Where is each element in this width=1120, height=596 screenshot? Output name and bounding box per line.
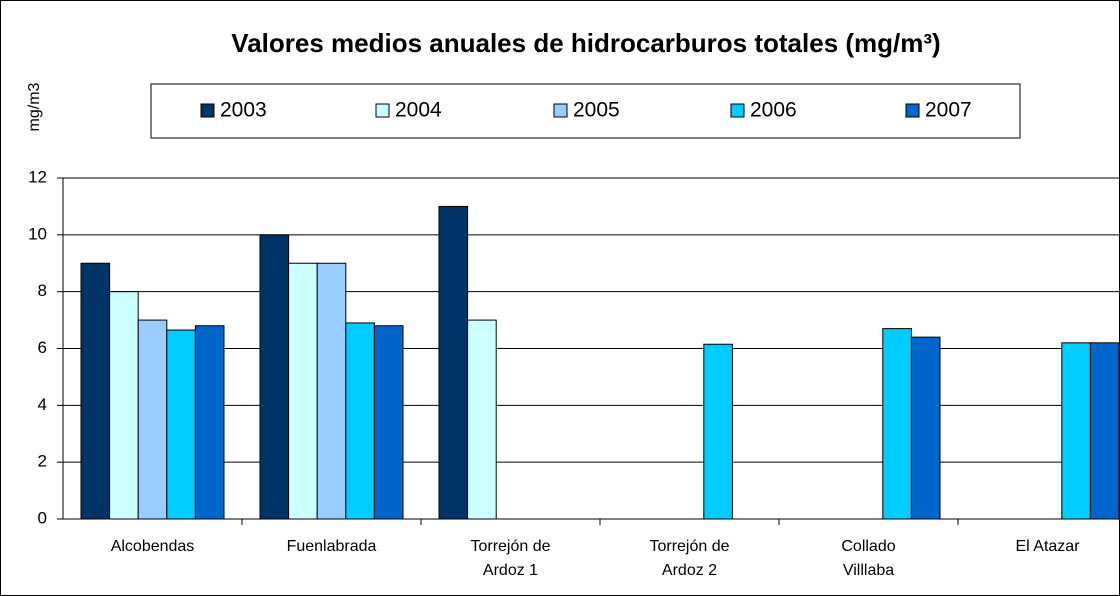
legend-label: 2004: [395, 99, 442, 122]
bar: [316, 262, 347, 520]
x-tick-label: El Atazar: [1015, 538, 1080, 555]
legend-swatch: [730, 103, 745, 118]
bar: [259, 234, 290, 520]
legend-swatch: [375, 103, 390, 118]
bar: [1089, 342, 1119, 520]
legend-box: [150, 83, 1021, 139]
y-tick-label: 4: [38, 395, 47, 414]
bar: [109, 291, 139, 520]
bar: [288, 262, 318, 520]
y-axis-label: mg/m3: [26, 82, 43, 131]
y-tick-label: 6: [38, 338, 47, 357]
y-tick-label: 12: [28, 167, 47, 186]
x-tick-label: Torrejón de Ardoz 2: [649, 538, 730, 579]
x-tick-label: Alcobendas: [110, 538, 195, 555]
bar: [882, 328, 912, 520]
bar: [80, 262, 111, 520]
y-tick-label: 0: [38, 508, 47, 527]
x-tick-label: Fuenlabrada: [286, 538, 377, 555]
x-tick-label: Torrejón de Ardoz 1: [470, 538, 551, 579]
legend-label: 2006: [750, 99, 797, 122]
bar: [194, 325, 225, 520]
bar: [910, 336, 941, 520]
y-tick-label: 2: [38, 452, 47, 471]
bar: [1061, 342, 1091, 520]
legend-swatch: [553, 103, 568, 118]
legend-swatch: [905, 103, 920, 118]
legend-swatch: [200, 103, 215, 118]
y-tick-label: 10: [28, 224, 47, 243]
bar: [137, 319, 168, 520]
chart-title: Valores medios anuales de hidrocarburos …: [231, 28, 940, 58]
legend-label: 2003: [220, 99, 267, 122]
bar: [166, 329, 196, 520]
bar: [345, 322, 375, 520]
bar: [467, 319, 497, 520]
bar: [373, 325, 404, 520]
y-tick-label: 8: [38, 281, 47, 300]
bar: [703, 343, 733, 520]
legend-label: 2005: [573, 99, 620, 122]
bar: [438, 205, 469, 520]
x-tick-label: Collado Villlaba: [841, 538, 896, 579]
legend-label: 2007: [925, 99, 972, 122]
